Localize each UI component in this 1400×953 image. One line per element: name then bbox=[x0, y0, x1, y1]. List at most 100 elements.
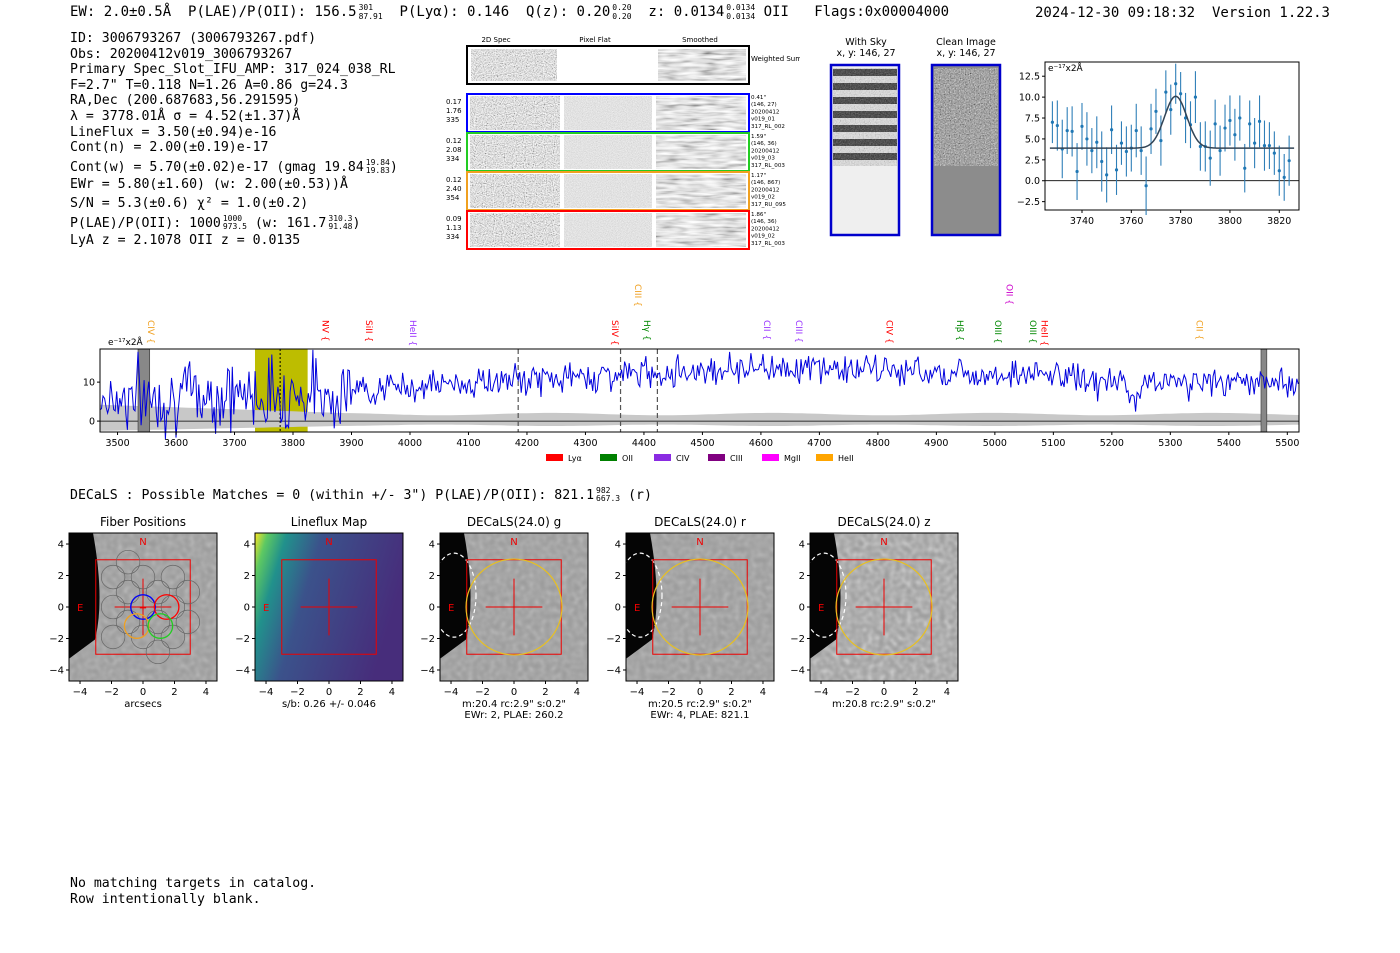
fit-point-marker bbox=[1243, 166, 1247, 170]
panel-ytick-label: 2 bbox=[244, 571, 250, 582]
spectrum-line-label-text: Hγ { bbox=[641, 320, 651, 341]
bright-source-blob bbox=[69, 533, 100, 659]
fit-ytick-label: 2.5 bbox=[1025, 155, 1040, 166]
spectrum-line-label: HeII { bbox=[1039, 320, 1049, 346]
fiber-circle bbox=[130, 564, 156, 590]
fit-xtick-label: 3780 bbox=[1169, 216, 1193, 227]
header-qz-sup: 0.20 bbox=[612, 3, 632, 12]
fiber-highlight bbox=[123, 613, 150, 639]
search-box bbox=[95, 559, 191, 655]
bright-source-blob bbox=[626, 533, 657, 659]
fiber-circle bbox=[115, 549, 141, 575]
panel-xtick-label: −2 bbox=[475, 687, 490, 698]
fit-xtick-label: 3760 bbox=[1119, 216, 1143, 227]
fit-point-marker bbox=[1208, 156, 1212, 160]
info-line: RA,Dec (200.687683,56.291595) bbox=[70, 93, 301, 109]
panel-ytick-label: −2 bbox=[49, 634, 64, 645]
info-contw: Cont(w) = 5.70(±0.02)e-17 (gmag 19.84 19.… bbox=[70, 157, 398, 175]
fit-ytick-label: −2.5 bbox=[1017, 197, 1040, 208]
spectrum-ytick-label: 0 bbox=[89, 417, 95, 428]
neighbor-aperture bbox=[431, 552, 477, 638]
decals-summary: DECaLS : Possible Matches = 0 (within +/… bbox=[70, 487, 652, 504]
header-version: Version 1.22.3 bbox=[1211, 5, 1330, 21]
panel-ytick-label: −2 bbox=[235, 634, 250, 645]
fit-point bbox=[1243, 143, 1247, 193]
fit-point-marker bbox=[1223, 126, 1227, 130]
fit-point bbox=[1248, 100, 1252, 148]
col-title-2dspec: 2D Spec bbox=[481, 36, 510, 44]
spectrum-xtick-label: 3900 bbox=[339, 438, 363, 449]
fit-point-marker bbox=[1282, 175, 1286, 179]
spectrum-legend-entry: Lyα bbox=[546, 454, 582, 463]
east-label: E bbox=[634, 603, 640, 614]
panel-ytick-label: 4 bbox=[429, 540, 435, 551]
spectrum-line-label-text: SiII { bbox=[363, 320, 373, 342]
weighted-sum-label: Weighted Sum bbox=[751, 55, 800, 63]
fit-point-marker bbox=[1090, 149, 1094, 153]
info-contw-sup: 19.84 bbox=[365, 157, 390, 167]
info-line: ID: 3006793267 (3006793267.pdf) bbox=[70, 31, 317, 46]
spectrum-line-label-text: CIV { bbox=[145, 320, 155, 344]
fit-point bbox=[1218, 125, 1222, 176]
panel-ytick-label: −2 bbox=[790, 634, 805, 645]
spectrum-legend-label: CIII bbox=[730, 454, 743, 463]
spectrum-line-label: Hβ { bbox=[954, 320, 964, 341]
cutout-right-label: (146, 36) bbox=[751, 141, 777, 147]
fit-point-marker bbox=[1144, 184, 1148, 188]
panel-ytick-label: −4 bbox=[49, 665, 64, 676]
header-z-sup: 0.0134 bbox=[726, 3, 756, 12]
fiber-circle bbox=[100, 564, 126, 590]
spectrum-xtick-label: 4300 bbox=[573, 438, 597, 449]
panel-caption: arcsecs bbox=[124, 699, 162, 710]
info-line: Obs: 20200412v019_3006793267 bbox=[70, 46, 293, 62]
cutout-left-label: 0.09 bbox=[446, 215, 462, 223]
spectrum-legend-swatch bbox=[654, 454, 671, 461]
spectrum-line-label: SiII { bbox=[363, 320, 373, 342]
fit-point bbox=[1119, 121, 1124, 165]
spectrum-line-label: Hγ { bbox=[641, 320, 651, 341]
sky-panels bbox=[829, 63, 1002, 237]
spectrum-xtick-label: 3500 bbox=[105, 438, 129, 449]
fit-point bbox=[1100, 131, 1104, 192]
search-box bbox=[466, 559, 562, 655]
fit-point bbox=[1208, 130, 1212, 186]
east-label: E bbox=[818, 603, 824, 614]
panel-xtick-label: −2 bbox=[661, 687, 676, 698]
header-ew: EW: 2.0±0.5Å bbox=[70, 4, 172, 20]
info-line: LineFlux = 3.50(±0.94)e-16 bbox=[70, 124, 277, 140]
spectrum-line-label: OIII { bbox=[1027, 320, 1037, 344]
spectrum-xtick-label: 4500 bbox=[690, 438, 714, 449]
spectrum-legend-swatch bbox=[762, 454, 779, 461]
cutout-left-label: 0.12 bbox=[446, 137, 462, 145]
spectrum-line-label: CIV { bbox=[145, 320, 155, 344]
spectrum-legend-swatch bbox=[816, 454, 833, 461]
fit-point bbox=[1174, 63, 1178, 104]
spectra-cutouts: 2D Spec Pixel Flat Smoothed Weighted Sum… bbox=[446, 36, 800, 250]
spectrum-line-label-text: CIII { bbox=[793, 320, 803, 343]
fit-ytick-label: 5.0 bbox=[1025, 134, 1040, 145]
cutout-left-label: 354 bbox=[446, 194, 460, 202]
cutout-right-label: 20200412 bbox=[751, 148, 779, 154]
fiber-circle bbox=[145, 609, 171, 635]
cutout-right-label: 20200412 bbox=[751, 109, 779, 115]
spectrum-line-label-text: HeII { bbox=[1039, 320, 1049, 346]
panel-ytick-label: 2 bbox=[615, 571, 621, 582]
fit-point-marker bbox=[1233, 133, 1237, 137]
fit-point bbox=[1287, 135, 1291, 186]
info-lya: LyA z = 2.1078 OII z = 0.0135 bbox=[70, 233, 301, 249]
header-bar: EW: 2.0±0.5Å P(LAE)/P(OII): 156.5 301 87.9… bbox=[70, 3, 949, 21]
spectrum-legend-entry: HeII bbox=[816, 454, 854, 463]
fit-point-marker bbox=[1267, 144, 1272, 148]
north-label: N bbox=[880, 537, 887, 548]
cutout-right-label: 317_RL_002 bbox=[751, 124, 785, 130]
info-ewr: EWr = 5.80(±1.60) (w: 2.00(±0.53))Å bbox=[70, 177, 348, 193]
header-plae-sup: 301 bbox=[358, 3, 374, 12]
panel-ytick-label: 0 bbox=[244, 603, 250, 614]
cutout-2dspec bbox=[470, 174, 560, 208]
north-label: N bbox=[325, 537, 332, 548]
panel-ytick-label: −4 bbox=[420, 665, 435, 676]
north-label: N bbox=[696, 537, 703, 548]
spectrum-xtick-label: 5500 bbox=[1275, 438, 1299, 449]
info-line: F=2.7" T=0.118 N=1.26 A=0.86 g=24.3 bbox=[70, 77, 348, 93]
panel-xtick-label: 0 bbox=[511, 687, 517, 698]
